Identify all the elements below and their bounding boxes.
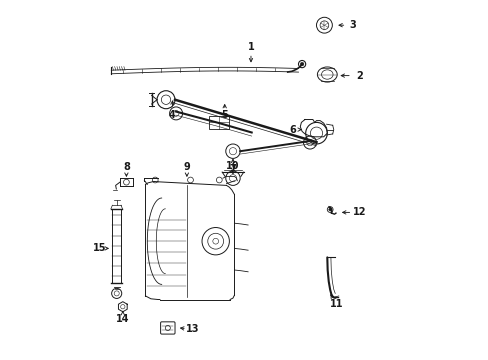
Text: 11: 11 xyxy=(329,299,343,309)
Circle shape xyxy=(300,62,303,66)
Text: 5: 5 xyxy=(221,110,227,120)
Text: 15: 15 xyxy=(93,243,106,253)
Circle shape xyxy=(328,208,331,211)
Text: 12: 12 xyxy=(352,207,366,217)
Text: 2: 2 xyxy=(356,71,362,81)
Text: 13: 13 xyxy=(185,324,199,334)
Text: 14: 14 xyxy=(116,314,129,324)
Text: 1: 1 xyxy=(247,42,254,52)
Text: 10: 10 xyxy=(226,161,239,171)
Text: 4: 4 xyxy=(169,110,176,120)
Text: 7: 7 xyxy=(229,164,236,174)
Text: 3: 3 xyxy=(348,20,355,30)
Text: 8: 8 xyxy=(122,162,130,172)
Text: 9: 9 xyxy=(183,162,190,172)
Text: 6: 6 xyxy=(289,125,296,135)
